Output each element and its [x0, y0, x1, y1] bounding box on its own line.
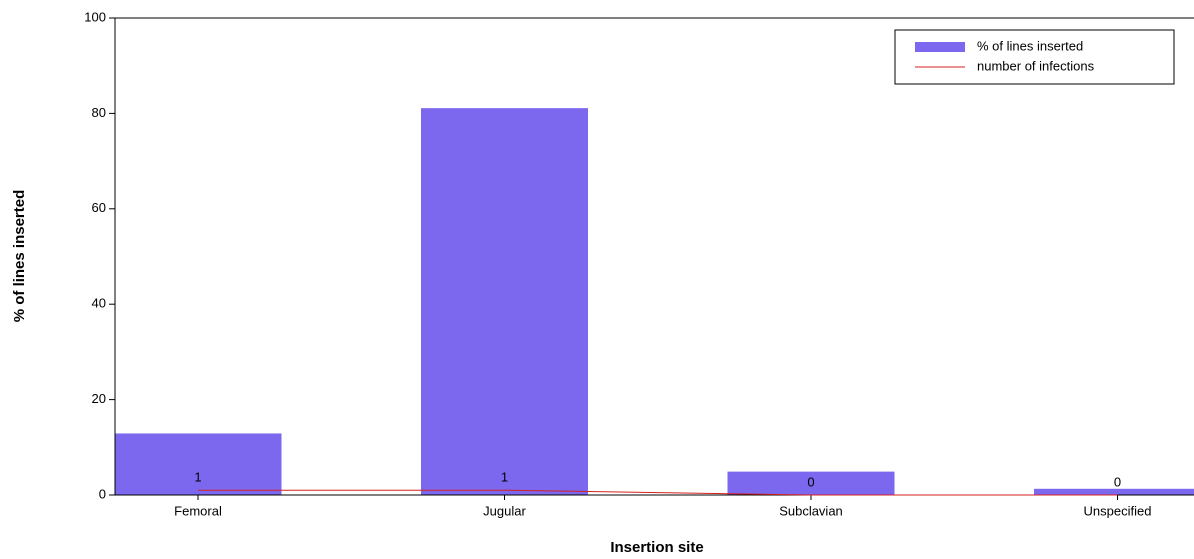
y-tick-label: 80 [92, 105, 106, 120]
bar [1034, 488, 1194, 495]
data-label: 0 [807, 474, 814, 489]
line [198, 489, 1118, 496]
data-label: 0 [1114, 474, 1121, 489]
x-tick-label: Jugular [483, 503, 526, 518]
y-tick-label: 20 [92, 391, 106, 406]
data-label: 1 [194, 470, 201, 485]
y-tick-label: 0 [99, 486, 106, 501]
legend-box [894, 29, 1175, 85]
y-tick-label: 40 [92, 296, 106, 311]
legend-label: % of lines inserted [977, 38, 1083, 53]
data-label: 1 [501, 470, 508, 485]
bar [421, 108, 588, 495]
legend-swatch [915, 42, 965, 52]
bar [114, 433, 282, 495]
y-tick-label: 60 [92, 200, 106, 215]
y-axis-label: % of lines inserted [11, 190, 28, 323]
bar [727, 471, 895, 495]
legend-label: number of infections [977, 58, 1095, 73]
x-axis-label: Insertion site [610, 539, 703, 556]
x-tick-label: Subclavian [779, 503, 843, 518]
x-tick-label: Femoral [174, 503, 222, 518]
y-tick-label: 100 [84, 9, 106, 24]
x-tick-label: Unspecified [1084, 503, 1152, 518]
